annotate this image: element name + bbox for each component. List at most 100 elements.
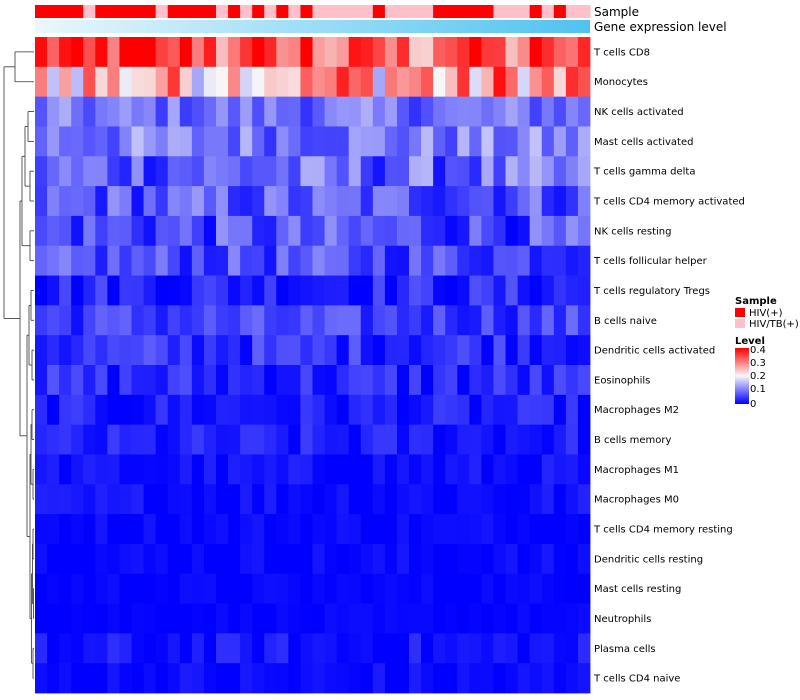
heatmap-cell — [215, 215, 229, 247]
heatmap-cell — [264, 305, 277, 336]
heatmap-cell — [324, 394, 338, 426]
heatmap-cell — [493, 424, 506, 455]
heatmap-cell — [179, 633, 193, 664]
heatmap-cell — [35, 215, 48, 247]
heatmap-cell — [348, 275, 362, 306]
heatmap-cell — [541, 484, 555, 515]
heatmap-cell — [372, 305, 386, 336]
heatmap-cell — [565, 573, 579, 604]
heatmap-cell — [300, 454, 313, 485]
heatmap-cell — [360, 484, 374, 515]
heatmap-cell — [493, 394, 506, 426]
heatmap-cell — [396, 633, 410, 664]
heatmap-cell — [553, 186, 567, 217]
heatmap-cell — [396, 603, 410, 634]
heatmap-cell — [240, 186, 253, 217]
heatmap-cell — [348, 514, 362, 545]
heatmap-cell — [252, 603, 265, 634]
heatmap-cell — [131, 514, 144, 545]
heatmap-cell — [276, 305, 289, 336]
heatmap-cell — [372, 394, 386, 426]
heatmap-cell — [421, 156, 434, 187]
heatmap-cell — [288, 514, 301, 545]
heatmap-cell — [143, 514, 157, 545]
heatmap-cell — [336, 126, 350, 157]
heatmap-cell — [517, 156, 531, 187]
heatmap-cell — [228, 245, 241, 276]
heatmap-cell — [264, 37, 277, 68]
heatmap-cell — [445, 484, 458, 515]
heatmap-cell — [203, 573, 217, 604]
heatmap-cell — [47, 215, 60, 247]
heatmap-cell — [252, 275, 265, 306]
heatmap-cell — [167, 663, 181, 694]
heatmap-cell — [336, 365, 350, 396]
heatmap-cell — [131, 66, 144, 98]
heatmap-cell — [155, 275, 169, 306]
heatmap-cell — [191, 365, 205, 396]
heatmap-cell — [565, 126, 579, 157]
heatmap-cell — [131, 394, 144, 426]
heatmap-cell — [252, 663, 265, 694]
heatmap-cell — [372, 484, 386, 515]
heatmap-cell — [276, 245, 289, 276]
heatmap-cell — [155, 245, 169, 276]
heatmap-cell — [240, 335, 253, 366]
heatmap-cell — [469, 37, 482, 68]
heatmap-cell — [493, 126, 506, 157]
heatmap-cell — [264, 484, 277, 515]
heatmap-cell — [445, 633, 458, 664]
sample-annotation-cell — [276, 5, 289, 18]
heatmap-cell — [203, 663, 217, 694]
heatmap-cell — [228, 603, 241, 634]
heatmap-cell — [119, 365, 132, 396]
heatmap-cell — [553, 66, 567, 98]
row-label: Eosinophils — [594, 375, 650, 386]
heatmap-cell — [288, 394, 301, 426]
heatmap-cell — [481, 514, 494, 545]
heatmap-cell — [203, 633, 217, 664]
heatmap-cell — [493, 186, 506, 217]
heatmap-cell — [215, 186, 229, 217]
heatmap-cell — [131, 156, 144, 187]
heatmap-cell — [95, 573, 108, 604]
heatmap-cell — [107, 305, 120, 336]
heatmap-cell — [529, 424, 543, 455]
sample-annotation-cell — [300, 5, 313, 18]
heatmap-cell — [505, 454, 519, 485]
heatmap-cell — [203, 335, 217, 366]
heatmap-cell — [324, 96, 338, 127]
heatmap-cell — [131, 126, 144, 157]
heatmap-cell — [324, 543, 338, 575]
heatmap-cell — [95, 394, 108, 426]
heatmap-cell — [553, 454, 567, 485]
heatmap-cell — [577, 245, 591, 276]
heatmap-cell — [71, 543, 84, 575]
heatmap-cell — [445, 603, 458, 634]
heatmap-cell — [541, 37, 555, 68]
heatmap-cell — [517, 365, 531, 396]
heatmap-cell — [505, 573, 519, 604]
heatmap-cell — [288, 454, 301, 485]
heatmap-cell — [300, 633, 313, 664]
heatmap-cell — [421, 245, 434, 276]
heatmap-cell — [409, 275, 422, 306]
heatmap-cell — [384, 186, 398, 217]
heatmap-cell — [35, 603, 48, 634]
heatmap-cell — [143, 275, 157, 306]
heatmap-cell — [47, 245, 60, 276]
heatmap-cell — [83, 275, 96, 306]
heatmap-cell — [119, 543, 132, 575]
heatmap-cell — [143, 186, 157, 217]
heatmap-cell — [179, 424, 193, 455]
heatmap-cell — [565, 335, 579, 366]
heatmap-cell — [396, 66, 410, 98]
heatmap-cell — [336, 335, 350, 366]
heatmap-cell — [264, 424, 277, 455]
heatmap-cell — [288, 305, 301, 336]
heatmap-cell — [493, 365, 506, 396]
heatmap-cell — [95, 126, 108, 157]
heatmap-cell — [384, 156, 398, 187]
heatmap-cell — [47, 365, 60, 396]
heatmap-cell — [83, 663, 96, 694]
